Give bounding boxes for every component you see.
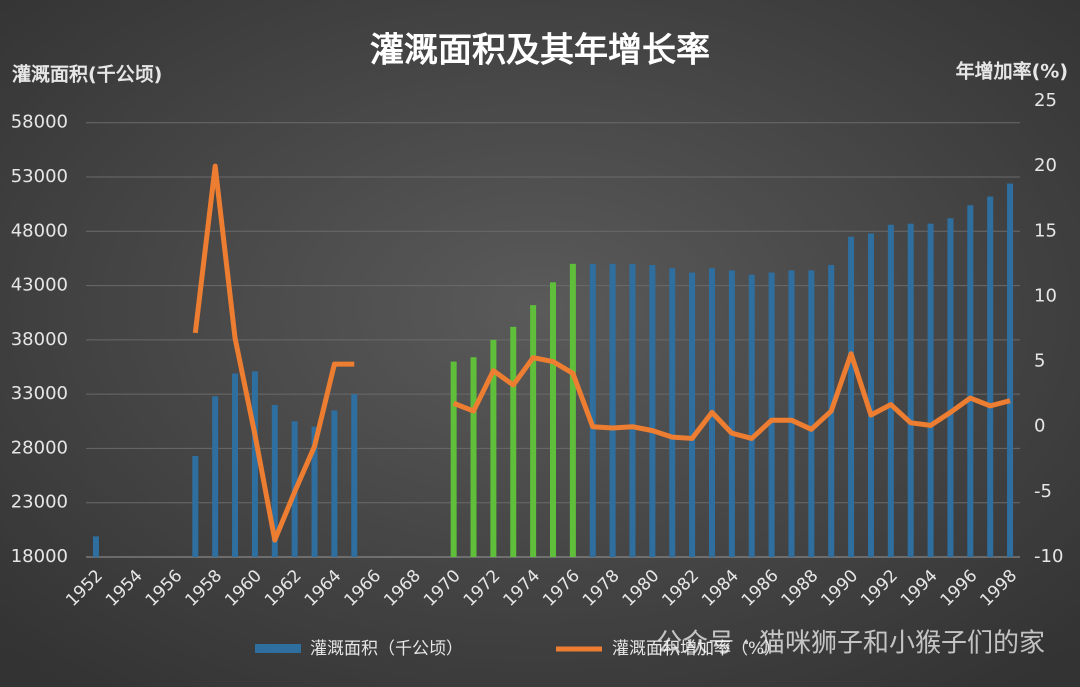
bar bbox=[470, 357, 477, 557]
bar bbox=[232, 373, 239, 557]
bar bbox=[848, 236, 855, 557]
y2-tick-label: 10 bbox=[1034, 285, 1057, 306]
bar bbox=[351, 394, 358, 557]
bar bbox=[251, 371, 258, 557]
bar bbox=[510, 326, 517, 557]
bar bbox=[947, 218, 954, 557]
y2-tick-label: 25 bbox=[1034, 90, 1057, 111]
bar bbox=[788, 270, 795, 557]
y-tick-label: 58000 bbox=[11, 112, 68, 133]
bar bbox=[748, 274, 755, 557]
legend-swatch bbox=[255, 644, 301, 653]
bar bbox=[569, 263, 576, 557]
y-tick-label: 28000 bbox=[11, 437, 68, 458]
legend-label: 灌溉面积（千公顷） bbox=[310, 639, 463, 659]
bar bbox=[1007, 183, 1014, 557]
bar bbox=[192, 456, 199, 557]
bar bbox=[530, 305, 537, 557]
y-tick-label: 43000 bbox=[11, 275, 68, 296]
line bbox=[192, 163, 1011, 543]
bar bbox=[907, 223, 914, 557]
bar bbox=[450, 361, 457, 557]
y2-tick-label: -10 bbox=[1034, 546, 1063, 567]
bar bbox=[92, 536, 99, 557]
y-tick-label: 23000 bbox=[11, 492, 68, 513]
watermark: 公众号 · 猫咪狮子和小猴子们的家 bbox=[656, 629, 1045, 659]
bar bbox=[927, 223, 934, 557]
bar bbox=[669, 268, 676, 557]
bar bbox=[967, 205, 974, 557]
bar bbox=[331, 410, 338, 557]
bar bbox=[609, 263, 616, 557]
y-axis-title: 灌溉面积(千公顷) bbox=[12, 63, 162, 86]
y2-tick-label: 5 bbox=[1034, 351, 1045, 372]
chart-title: 灌溉面积及其年增长率 bbox=[370, 31, 710, 71]
bar bbox=[490, 339, 497, 557]
y-tick-label: 33000 bbox=[11, 383, 68, 404]
bar bbox=[808, 270, 815, 557]
legend-label: 灌溉面积增加率（%） bbox=[612, 639, 781, 659]
bar bbox=[728, 270, 735, 557]
bar bbox=[212, 396, 219, 557]
bar bbox=[550, 282, 556, 557]
y-tick-label: 53000 bbox=[11, 166, 68, 187]
bar bbox=[987, 196, 994, 558]
y-tick-label: 48000 bbox=[11, 220, 68, 241]
bar bbox=[311, 426, 318, 557]
legend: 灌溉面积（千公顷） 灌溉面积增加率（%） bbox=[255, 639, 781, 659]
bar bbox=[589, 263, 596, 557]
bar bbox=[649, 264, 656, 557]
y2-axis-title: 年增加率(%) bbox=[956, 60, 1068, 83]
y2-tick-label: 20 bbox=[1034, 155, 1057, 176]
bar bbox=[867, 233, 874, 557]
y2-tick-label: 0 bbox=[1034, 416, 1045, 437]
bar bbox=[768, 272, 775, 557]
bar bbox=[689, 272, 696, 557]
y-tick-label: 18000 bbox=[11, 546, 68, 567]
bar bbox=[887, 224, 894, 557]
bar bbox=[271, 405, 278, 557]
y2-tick-label: -5 bbox=[1034, 481, 1052, 502]
y2-tick-label: 15 bbox=[1034, 220, 1057, 241]
bar bbox=[629, 263, 636, 557]
y-tick-label: 38000 bbox=[11, 329, 68, 350]
